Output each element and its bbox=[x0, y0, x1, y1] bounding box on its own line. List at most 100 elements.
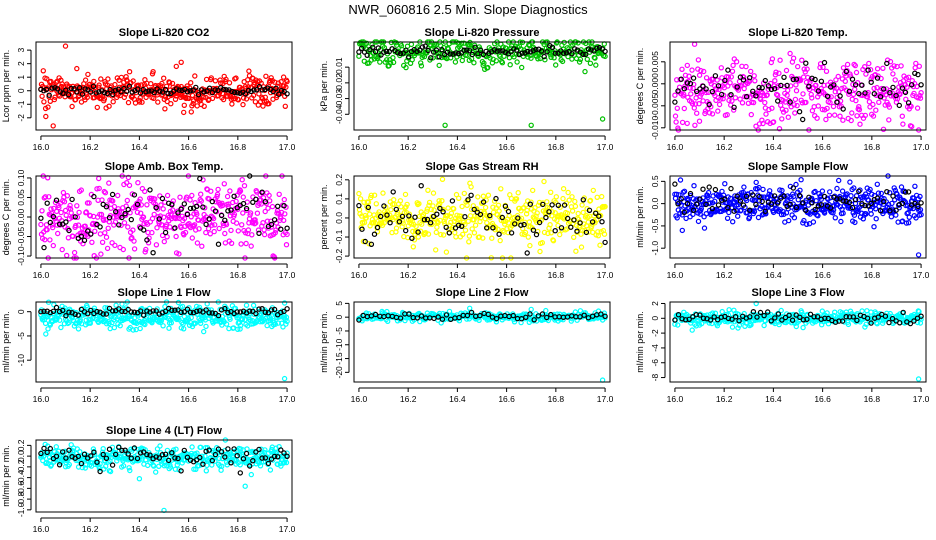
data-point-all bbox=[847, 179, 853, 185]
data-point-all bbox=[189, 235, 195, 241]
data-point-selected bbox=[494, 48, 500, 54]
y-tick-label: -8 bbox=[650, 374, 660, 382]
data-point-all bbox=[43, 113, 49, 120]
data-point-all bbox=[139, 99, 145, 105]
data-point-selected bbox=[93, 90, 99, 96]
data-point-all bbox=[141, 188, 148, 195]
data-point-all bbox=[827, 99, 833, 106]
data-point-all bbox=[200, 94, 207, 100]
x-tick-label: 16.2 bbox=[716, 394, 733, 404]
data-point-all bbox=[527, 52, 533, 59]
data-point-all bbox=[775, 92, 781, 99]
data-point-all bbox=[150, 68, 156, 75]
data-point-all bbox=[455, 40, 462, 46]
data-point-all bbox=[729, 324, 736, 330]
data-point-all bbox=[886, 117, 892, 123]
data-point-selected bbox=[259, 87, 265, 93]
data-point-all bbox=[601, 41, 608, 47]
x-tick-label: 16.0 bbox=[667, 142, 684, 152]
data-point-selected bbox=[220, 86, 227, 93]
data-point-all bbox=[356, 53, 362, 59]
y-tick-label: 0.005 bbox=[650, 51, 660, 73]
data-point-selected bbox=[63, 219, 69, 225]
data-point-all bbox=[160, 323, 166, 329]
data-point-all bbox=[131, 246, 138, 252]
data-point-all bbox=[440, 232, 447, 238]
data-point-selected bbox=[146, 88, 152, 94]
data-point-all bbox=[83, 209, 90, 215]
data-point-selected bbox=[449, 198, 456, 204]
data-point-all bbox=[106, 180, 112, 186]
data-point-all bbox=[148, 80, 154, 87]
y-tick-label: 0.2 bbox=[334, 174, 344, 186]
data-point-all bbox=[783, 107, 789, 114]
data-point-all bbox=[915, 252, 922, 258]
data-point-selected bbox=[477, 47, 484, 54]
data-point-all bbox=[811, 103, 817, 110]
data-point-all bbox=[181, 215, 188, 222]
data-point-all bbox=[269, 203, 276, 210]
data-point-all bbox=[123, 179, 130, 186]
data-point-all bbox=[731, 107, 737, 113]
data-point-all bbox=[439, 176, 446, 182]
data-points bbox=[672, 173, 924, 258]
data-point-all bbox=[242, 483, 248, 489]
data-point-all bbox=[815, 103, 822, 109]
y-tick-label: -10 bbox=[334, 338, 344, 351]
data-point-all bbox=[862, 63, 868, 70]
data-point-all bbox=[839, 188, 846, 194]
data-point-selected bbox=[150, 249, 156, 256]
data-point-selected bbox=[538, 48, 545, 54]
data-point-selected bbox=[497, 48, 503, 54]
data-point-selected bbox=[90, 83, 97, 90]
data-point-all bbox=[114, 192, 121, 199]
data-point-selected bbox=[57, 89, 64, 95]
data-point-all bbox=[415, 234, 422, 240]
data-point-all bbox=[464, 52, 470, 59]
data-point-all bbox=[525, 234, 532, 240]
data-point-selected bbox=[184, 88, 191, 95]
data-point-all bbox=[701, 68, 707, 75]
data-point-selected bbox=[865, 67, 871, 73]
data-point-all bbox=[695, 57, 702, 63]
data-point-selected bbox=[602, 239, 608, 246]
data-point-all bbox=[803, 79, 810, 86]
data-point-selected bbox=[843, 68, 850, 75]
data-point-selected bbox=[87, 89, 94, 95]
data-point-selected bbox=[569, 51, 575, 57]
data-point-all bbox=[99, 239, 106, 245]
data-point-all bbox=[844, 61, 851, 68]
data-point-selected bbox=[580, 51, 586, 58]
data-point-all bbox=[169, 207, 176, 213]
data-point-selected bbox=[563, 50, 570, 56]
data-point-all bbox=[249, 232, 255, 238]
data-point-selected bbox=[439, 47, 445, 53]
data-point-all bbox=[134, 209, 141, 215]
data-point-selected bbox=[524, 48, 531, 55]
data-point-all bbox=[597, 242, 603, 248]
x-tick-label: 16.0 bbox=[351, 270, 368, 280]
data-point-all bbox=[871, 85, 877, 92]
data-point-all bbox=[380, 190, 386, 196]
data-point-all bbox=[485, 64, 491, 71]
data-point-all bbox=[142, 249, 148, 255]
y-axis-label: degrees C per min. bbox=[635, 48, 645, 125]
data-point-selected bbox=[533, 46, 539, 53]
data-point-selected bbox=[753, 93, 759, 99]
data-point-all bbox=[107, 325, 113, 332]
data-point-all bbox=[866, 60, 872, 67]
data-point-selected bbox=[60, 90, 66, 97]
data-point-all bbox=[356, 190, 362, 197]
data-point-selected bbox=[800, 116, 806, 123]
data-point-all bbox=[183, 194, 190, 200]
data-point-selected bbox=[82, 86, 88, 92]
data-point-selected bbox=[715, 83, 722, 89]
data-point-selected bbox=[594, 45, 600, 52]
data-point-all bbox=[216, 225, 222, 232]
data-point-all bbox=[835, 73, 841, 80]
data-point-selected bbox=[215, 241, 222, 247]
data-point-all bbox=[248, 471, 254, 478]
data-point-all bbox=[844, 67, 850, 74]
x-tick-label: 17.0 bbox=[279, 142, 296, 152]
data-point-all bbox=[689, 67, 695, 73]
